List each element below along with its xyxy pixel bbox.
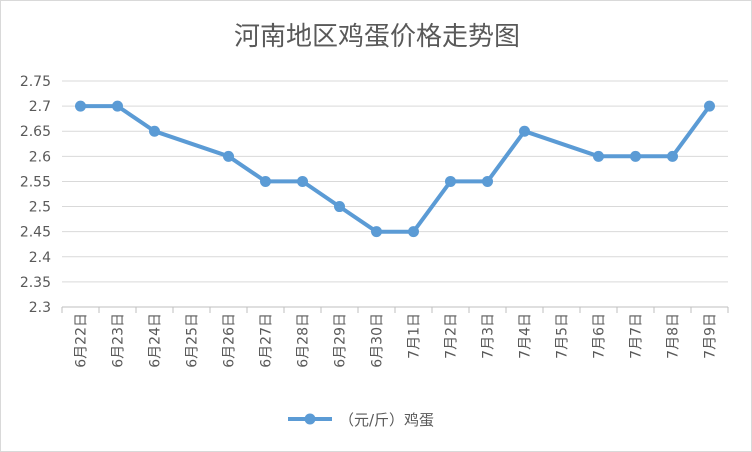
data-point: [297, 175, 308, 187]
data-point: [112, 100, 123, 112]
x-tick-label: 7月6日: [592, 313, 608, 359]
gridlines: [62, 80, 728, 283]
x-tick-label: 6月24日: [148, 313, 164, 368]
x-tick-label: 6月22日: [74, 313, 90, 368]
y-tick-label: 2.75: [20, 74, 51, 90]
x-tick-label: 6月28日: [296, 313, 312, 368]
data-point: [223, 150, 234, 162]
y-tick-label: 2.4: [29, 250, 51, 266]
data-point: [371, 226, 382, 238]
data-point: [593, 150, 604, 162]
y-tick-label: 2.3: [29, 300, 51, 316]
x-tick-label: 6月29日: [333, 313, 349, 368]
x-tick-label: 7月9日: [703, 313, 719, 359]
data-point: [149, 125, 160, 137]
data-point: [519, 125, 530, 137]
legend-label: （元/斤）鸡蛋: [339, 411, 434, 429]
legend-marker: [304, 413, 316, 425]
x-tick-label: 7月3日: [481, 313, 497, 359]
x-tick-label: 6月23日: [111, 313, 127, 368]
data-point: [408, 226, 419, 238]
data-point: [260, 175, 271, 187]
y-tick-label: 2.45: [20, 225, 51, 241]
y-tick-label: 2.7: [29, 99, 51, 115]
x-tick-label: 7月5日: [555, 313, 571, 359]
y-tick-label: 2.5: [29, 200, 51, 216]
data-point: [704, 100, 715, 112]
series-group: [75, 100, 715, 238]
data-point: [482, 175, 493, 187]
x-tick-label: 6月30日: [370, 313, 386, 368]
x-tick-label: 7月7日: [629, 313, 645, 359]
y-tick-label: 2.6: [29, 149, 51, 165]
series-line: [80, 104, 712, 234]
x-tick-label: 6月26日: [222, 313, 238, 368]
data-point: [334, 201, 345, 213]
y-tick-label: 2.55: [20, 174, 51, 190]
y-tick-label: 2.65: [20, 124, 51, 140]
data-point: [630, 150, 641, 162]
y-axis-ticks: 2.3 2.35 2.4 2.45 2.5 2.55 2.6 2.65 2.7 2.75: [20, 74, 51, 316]
data-point: [445, 175, 456, 187]
x-tick-label: 7月8日: [666, 313, 682, 359]
x-axis-ticks: 6月22日 6月23日 6月24日 6月25日 6月26日 6月27日 6月28日 6月29日…: [74, 313, 719, 368]
legend: （元/斤）鸡蛋: [288, 411, 434, 429]
x-tick-label: 6月25日: [185, 313, 201, 368]
y-tick-label: 2.35: [20, 275, 51, 291]
x-tick-label: 7月1日: [407, 313, 423, 359]
data-point: [75, 100, 86, 112]
x-tick-label: 7月2日: [444, 313, 460, 359]
x-tick-label: 6月27日: [259, 313, 275, 368]
chart-title: 河南地区鸡蛋价格走势图: [234, 22, 520, 52]
x-tick-label: 7月4日: [518, 313, 534, 359]
x-axis: [61, 306, 729, 313]
data-point: [667, 150, 678, 162]
